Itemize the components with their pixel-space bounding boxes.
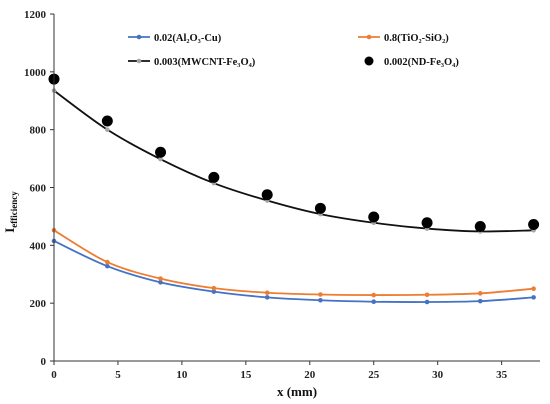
series-2-point <box>105 127 110 132</box>
series-1-point <box>371 292 377 298</box>
legend-swatch-marker-1 <box>366 34 372 40</box>
x-tick-label: 25 <box>368 369 380 381</box>
series-1-point <box>531 286 536 292</box>
series-1-point <box>105 259 110 265</box>
x-tick-label: 10 <box>176 369 188 381</box>
series-0-point <box>264 295 270 300</box>
legend-label-2: 0.003(MWCNT-Fe₃O₄) <box>154 57 256 68</box>
series-3-point <box>474 221 486 233</box>
series-2-line <box>53 89 534 233</box>
series-3-point <box>421 217 433 229</box>
series-3-point <box>155 146 167 158</box>
series-1-point <box>264 290 270 296</box>
series-3-point <box>208 171 220 183</box>
legend-label-3: 0.002(ND-Fe₃O₄) <box>384 57 459 68</box>
x-axis-title: x (mm) <box>277 384 317 399</box>
series-3-point <box>314 202 326 214</box>
plot-marks <box>48 73 540 305</box>
series-3-point <box>261 189 273 201</box>
series-0-point <box>211 289 217 294</box>
x-tick-label: 30 <box>432 369 444 381</box>
legend-swatch-marker-2 <box>136 58 142 64</box>
x-tick-label: 20 <box>304 369 316 381</box>
y-tick-label: 0 <box>41 356 47 368</box>
series-0-point <box>158 280 163 285</box>
series-0-point <box>477 298 483 304</box>
y-tick-label: 1000 <box>24 67 47 79</box>
y-axis-title-main: I <box>2 228 17 233</box>
legend-label-0: 0.02(Al₂O₃-Cu) <box>154 33 222 44</box>
series-0-line <box>53 240 534 303</box>
x-tick-label: 5 <box>115 369 121 381</box>
x-tick-label: 35 <box>496 369 508 381</box>
series-0-point <box>531 295 536 300</box>
x-tick-label: 15 <box>240 369 252 381</box>
y-axis-title: Iefficiency <box>2 191 19 233</box>
series-3-point <box>368 211 380 223</box>
series-0-point <box>105 263 110 269</box>
x-tick-label: 0 <box>51 369 57 381</box>
series-1-point <box>318 292 323 297</box>
series-1-point <box>424 292 430 298</box>
series-1-point <box>158 276 163 281</box>
y-axis-title-sub: efficiency <box>9 191 19 228</box>
y-tick-label: 400 <box>30 240 47 252</box>
series-0-point <box>371 299 377 305</box>
series-3-point <box>101 115 113 127</box>
series-0-point <box>318 297 323 303</box>
legend: 0.02(Al₂O₃-Cu) 0.8(TiO₂-SiO₂) 0.003(MWCNT-… <box>128 33 459 68</box>
series-1-point <box>477 291 483 296</box>
series-1-line <box>53 229 534 296</box>
y-tick-label: 200 <box>30 298 47 310</box>
y-tick-label: 1200 <box>24 9 47 21</box>
legend-swatch-marker-0 <box>136 34 142 40</box>
legend-swatch-marker-3 <box>364 56 374 66</box>
legend-label-1: 0.8(TiO₂-SiO₂) <box>384 33 449 44</box>
series-3-point <box>528 219 540 231</box>
y-tick-label: 800 <box>30 125 47 137</box>
series-0-point <box>424 299 430 305</box>
series-2-point <box>158 156 163 162</box>
svg-text:Iefficiency: Iefficiency <box>2 191 19 233</box>
axes: 0 200 400 600 800 1000 1200 0 5 10 15 20 25 30 35 <box>24 9 540 381</box>
y-tick-label: 600 <box>30 183 47 195</box>
series-1-point <box>211 285 217 291</box>
